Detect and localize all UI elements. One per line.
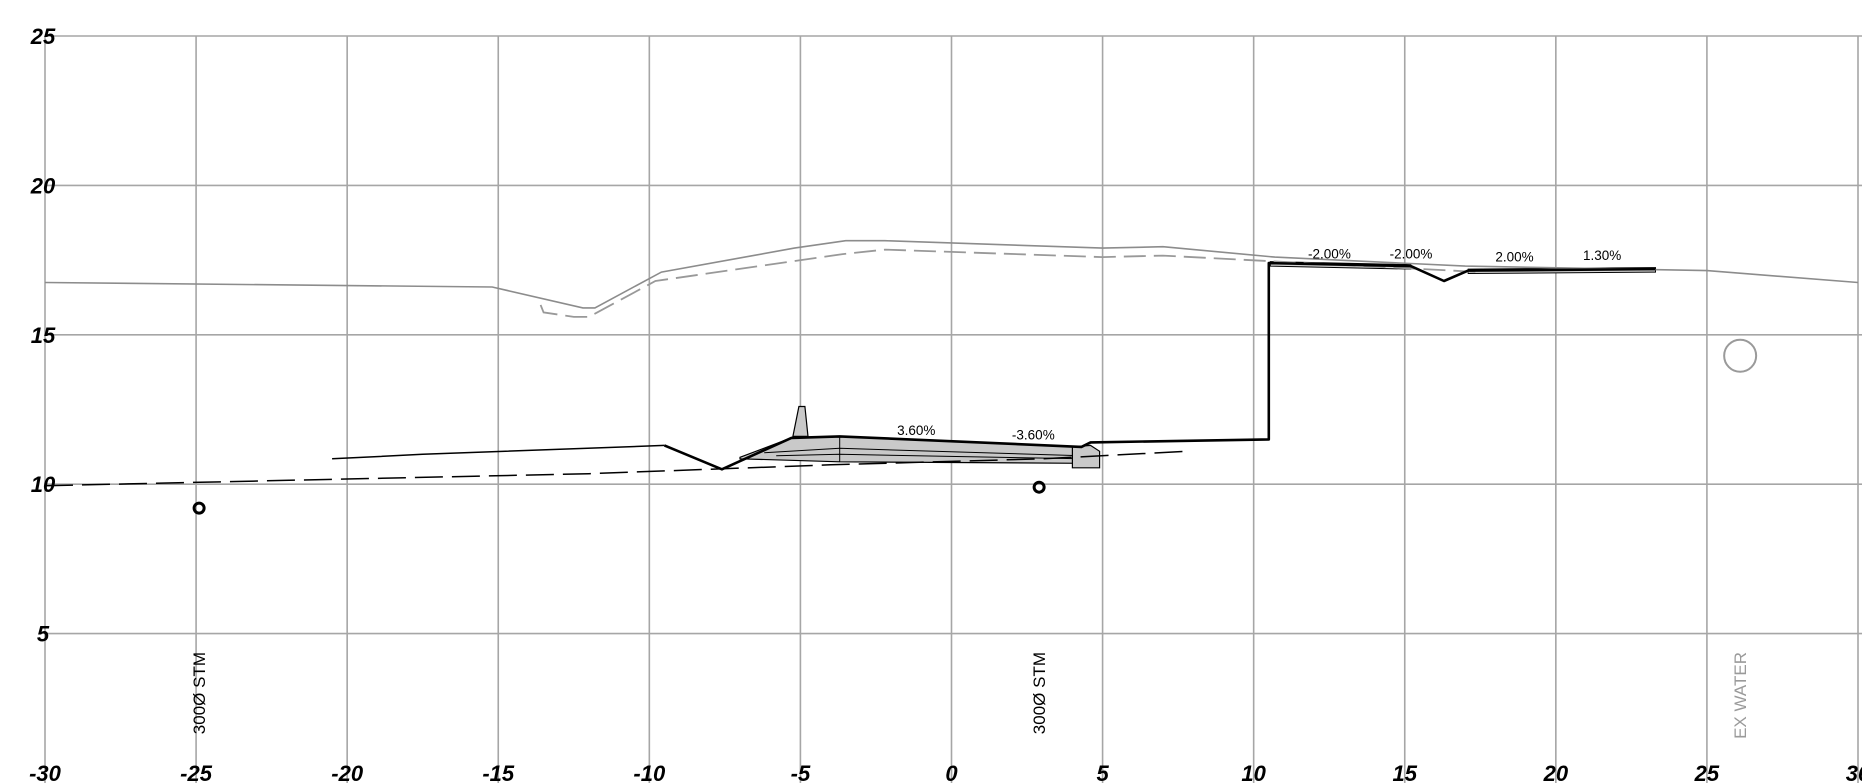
utilities: 300Ø STM 300Ø STM EX WATER (190, 338, 1758, 739)
profile-lines (44, 239, 1859, 487)
x-tick-label: -20 (331, 761, 364, 783)
pipe-label: EX WATER (1731, 652, 1750, 739)
pipe-label: 300Ø STM (190, 652, 209, 734)
x-tick-label: -5 (791, 761, 811, 783)
median-curb (792, 405, 809, 437)
x-tick-label: 20 (1543, 761, 1569, 783)
y-tick-label: 25 (30, 24, 56, 49)
series-lower-existing-ground (332, 444, 665, 460)
y-tick-label: 20 (30, 173, 56, 198)
slope-label: 1.30% (1583, 248, 1621, 263)
pipe-label: 300Ø STM (1030, 652, 1049, 734)
slope-label: 3.60% (897, 423, 935, 438)
x-tick-label: 5 (1096, 761, 1109, 783)
x-tick-label: -15 (482, 761, 515, 783)
x-tick-label: 10 (1241, 761, 1266, 783)
x-tick-label: -25 (180, 761, 213, 783)
slope-labels: 3.60% -3.60% -2.00% -2.00% 2.00% 1.30% (897, 247, 1621, 443)
x-tick-label: -10 (633, 761, 666, 783)
grid (44, 35, 1862, 783)
x-tick-label: -30 (29, 761, 62, 783)
series-upper-existing-dashed (539, 248, 1481, 318)
slope-label: -2.00% (1308, 247, 1351, 262)
pipe-marker (1032, 480, 1046, 494)
x-tick-label: 25 (1694, 761, 1720, 783)
y-tick-label: 15 (31, 323, 56, 348)
pipe-marker (1723, 338, 1758, 373)
pipe-marker (192, 501, 206, 515)
series-proposed-grade (663, 261, 1656, 471)
y-tick-label: 10 (31, 472, 56, 497)
y-tick-label: 5 (37, 622, 50, 647)
slope-label: 2.00% (1495, 250, 1533, 265)
axis-ticks: -30 -25 -20 -15 -10 -5 0 5 10 15 20 25 30 5 10 15 20 25 (29, 24, 1862, 783)
series-upper-existing-ground (44, 239, 1859, 309)
x-tick-label: 0 (945, 761, 958, 783)
series-lower-existing-dashed (44, 450, 1188, 487)
x-tick-label: 15 (1393, 761, 1418, 783)
slope-label: -3.60% (1012, 427, 1055, 442)
x-tick-label: 30 (1846, 761, 1862, 783)
slope-label: -2.00% (1390, 247, 1433, 262)
